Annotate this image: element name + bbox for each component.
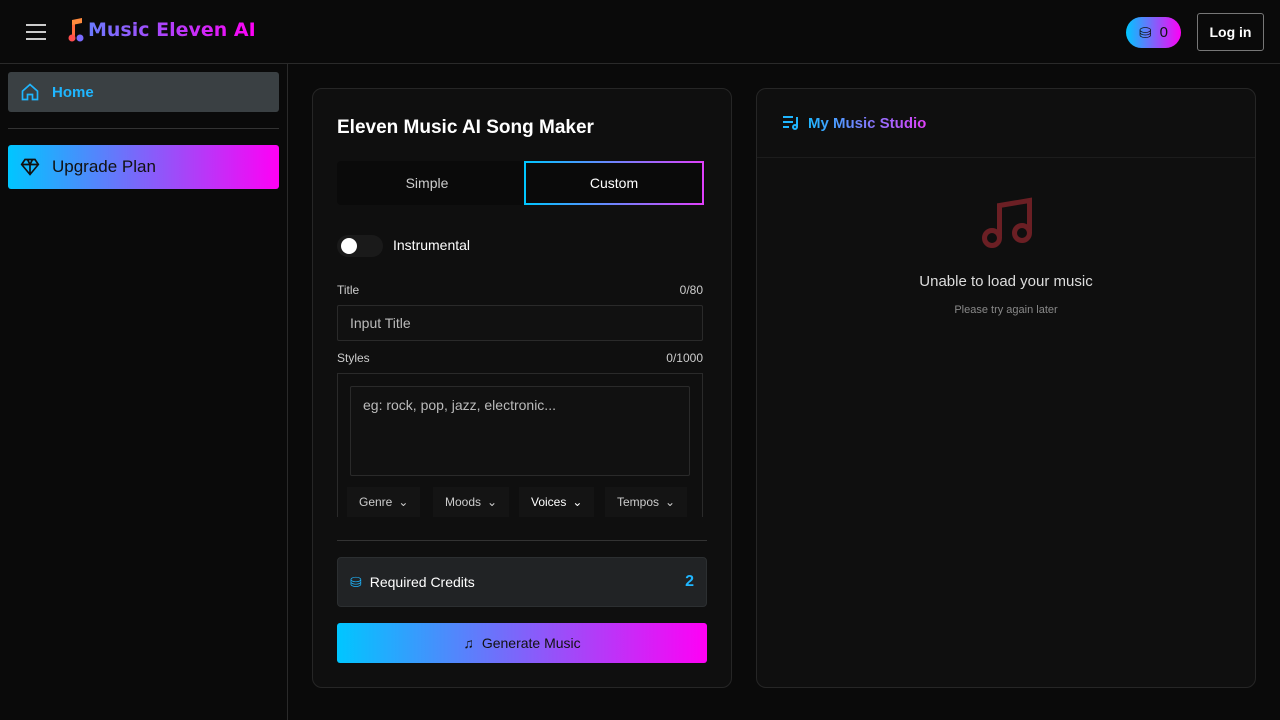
chip-label: Moods [445,495,482,509]
diamond-icon [20,158,40,176]
instrumental-label: Instrumental [393,237,471,253]
coins-icon: ⛁ [350,573,362,590]
chip-label: Tempos [617,495,660,509]
app-name: Music Eleven AI [88,19,256,41]
required-credits-label: Required Credits [369,574,475,590]
genre-dropdown[interactable]: Genre ⌄ [347,487,421,517]
styles-box [337,373,703,517]
styles-label: Styles [337,351,370,365]
playlist-icon [783,116,798,130]
music-note-icon: ♫ [463,635,474,651]
divider [8,128,279,129]
title-input[interactable]: Input Title [337,305,703,341]
page-title: Eleven Music AI Song Maker [337,117,594,138]
tab-custom[interactable]: Custom [524,161,704,205]
voices-dropdown[interactable]: Voices ⌄ [519,487,595,517]
styles-input[interactable]: eg: rock, pop, jazz, electronic... [350,386,690,476]
generate-music-button[interactable]: ♫ Generate Music [337,623,707,663]
music-note-icon [982,197,1032,248]
title-label: Title [337,283,360,297]
tab-simple[interactable]: Simple [337,161,517,205]
studio-header: My Music Studio [757,89,1255,158]
logo[interactable]: Music Eleven AI [68,18,256,42]
music-studio-card: My Music Studio Unable to load your musi… [756,88,1256,688]
styles-count: 0/1000 [666,351,703,365]
top-bar: Music Eleven AI ⛁ 0 Log in [0,0,1280,64]
sidebar: Home Upgrade Plan [0,64,288,720]
required-credits: ⛁ Required Credits 2 [337,557,707,607]
coins-icon: ⛁ [1139,24,1152,42]
home-icon [21,83,39,101]
credits-badge[interactable]: ⛁ 0 [1126,17,1181,48]
sidebar-item-label: Upgrade Plan [52,157,156,176]
menu-icon[interactable] [26,24,46,40]
login-button[interactable]: Log in [1197,13,1264,51]
error-subtitle: Please try again later [954,304,1058,316]
chevron-down-icon: ⌄ [487,495,498,509]
logo-music-icon [68,18,84,42]
song-maker-card: Eleven Music AI Song Maker Simple Custom… [312,88,732,688]
credits-count: 0 [1159,24,1168,41]
sidebar-item-upgrade-plan[interactable]: Upgrade Plan [8,145,279,189]
required-credits-value: 2 [685,573,694,590]
moods-dropdown[interactable]: Moods ⌄ [433,487,510,517]
error-title: Unable to load your music [919,273,1093,290]
title-count: 0/80 [679,283,703,297]
instrumental-toggle[interactable] [337,235,383,257]
chip-label: Genre [359,495,393,509]
sidebar-item-home[interactable]: Home [8,72,279,112]
chip-label: Voices [531,495,567,509]
mode-tabs: Simple Custom [337,161,705,205]
chevron-down-icon: ⌄ [572,495,583,509]
chevron-down-icon: ⌄ [665,495,676,509]
studio-title: My Music Studio [808,114,927,132]
generate-label: Generate Music [481,635,581,651]
sidebar-item-label: Home [52,83,94,101]
chevron-down-icon: ⌄ [398,495,409,509]
tempos-dropdown[interactable]: Tempos ⌄ [605,487,688,517]
divider [337,540,707,541]
